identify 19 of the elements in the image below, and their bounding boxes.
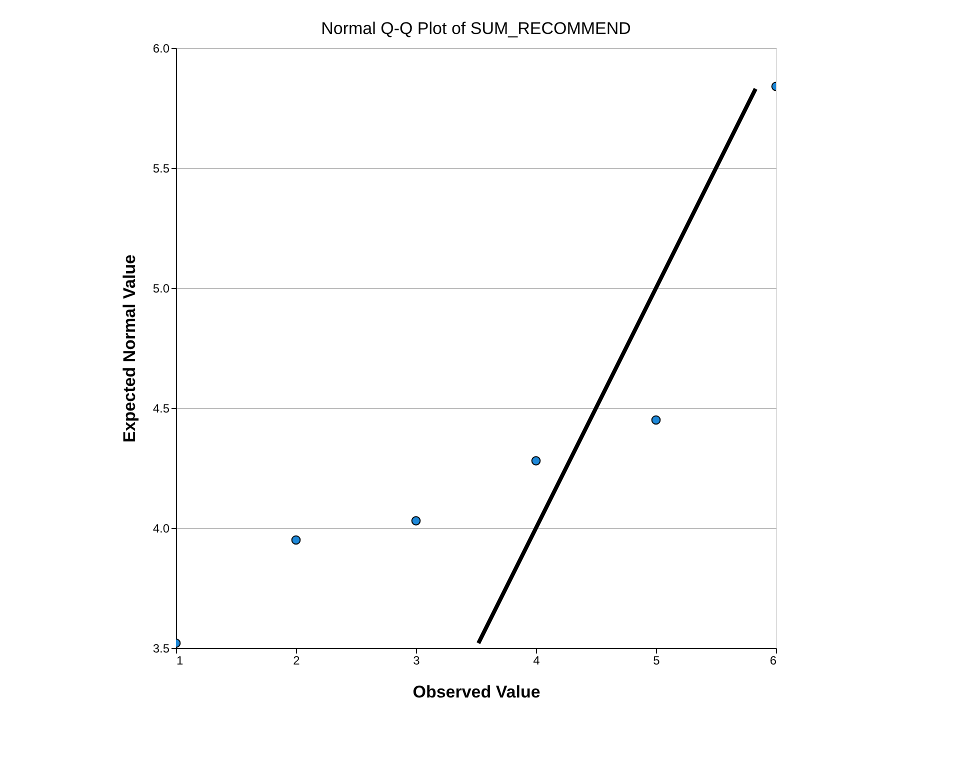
y-tick-label: 3.5 — [152, 642, 170, 656]
point — [651, 415, 661, 425]
point — [291, 535, 301, 545]
y-tick-label: 5.5 — [152, 162, 170, 176]
point — [411, 516, 421, 526]
y-tick-label: 6.0 — [152, 42, 170, 56]
x-tick-label: 1 — [176, 654, 184, 668]
y-tick-label: 4.0 — [152, 522, 170, 536]
x-tick-label: 3 — [413, 654, 420, 668]
x-tick-label: 2 — [293, 654, 300, 668]
point — [531, 456, 541, 466]
y-axis-title: Expected Normal Value — [120, 254, 139, 443]
chart-title: Normal Q-Q Plot of SUM_RECOMMEND — [321, 19, 631, 38]
x-tick-label: 4 — [533, 654, 540, 668]
x-tick-label: 5 — [653, 654, 660, 668]
y-tick-label: 4.5 — [152, 402, 170, 416]
y-tick-label: 5.0 — [152, 282, 170, 296]
x-axis-title: Observed Value — [412, 682, 540, 702]
x-tick-label: 6 — [770, 654, 777, 668]
